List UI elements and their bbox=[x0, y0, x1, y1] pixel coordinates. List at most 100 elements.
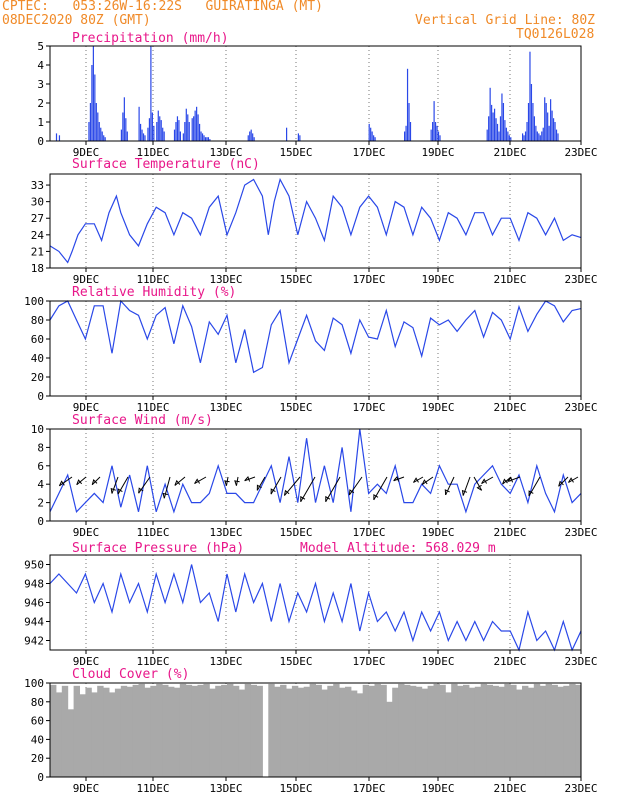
precip-bar bbox=[207, 137, 210, 141]
wind-arrow-head bbox=[256, 484, 262, 491]
precip-bar bbox=[97, 112, 99, 141]
cloud-bar bbox=[539, 685, 547, 777]
x-tick-label: 21DEC bbox=[493, 146, 526, 159]
precip-bar bbox=[529, 51, 531, 142]
x-tick-label: 19DEC bbox=[421, 273, 454, 286]
precip-bar bbox=[175, 122, 177, 141]
cloud-bar bbox=[409, 685, 417, 777]
wind-arrow-head bbox=[224, 480, 230, 486]
cloud-bar bbox=[522, 685, 529, 777]
wind-arrow-head bbox=[138, 487, 144, 494]
precip-bar bbox=[253, 137, 255, 141]
precip-bar bbox=[126, 131, 128, 141]
wind-arrow bbox=[473, 476, 483, 491]
precip-bar bbox=[148, 118, 151, 141]
wind-arrow bbox=[393, 476, 405, 482]
wind-arrow bbox=[348, 476, 363, 496]
wind-arrow bbox=[91, 476, 101, 486]
wind-arrow bbox=[502, 476, 512, 485]
y-tick-label: 0 bbox=[37, 771, 44, 784]
y-tick-label: 20 bbox=[31, 371, 44, 384]
cloud-bar bbox=[480, 683, 488, 777]
wind-arrow-head bbox=[270, 488, 276, 495]
cloud-bar bbox=[91, 692, 98, 777]
y-tick-label: 0 bbox=[37, 390, 44, 403]
cloud-bar bbox=[504, 683, 511, 777]
cloud-bar bbox=[350, 690, 358, 777]
precip-bar bbox=[545, 103, 547, 141]
precip-bar bbox=[92, 46, 94, 141]
wind-arrow bbox=[270, 476, 282, 495]
cloud-bar bbox=[67, 709, 75, 777]
precip-bar bbox=[434, 122, 437, 141]
x-tick-label: 19DEC bbox=[421, 146, 454, 159]
cloud-bar bbox=[575, 684, 582, 777]
cloud-bar bbox=[268, 683, 275, 777]
precip-bar bbox=[95, 103, 97, 141]
wind-arrow-head bbox=[444, 489, 450, 495]
precip-bar bbox=[250, 129, 252, 141]
precip-bar bbox=[157, 110, 159, 141]
wind-arrow bbox=[194, 476, 207, 485]
precip-bar bbox=[162, 127, 164, 141]
y-tick-label: 21 bbox=[31, 245, 44, 258]
precip-bar bbox=[526, 122, 528, 141]
cloud-bar bbox=[333, 683, 340, 777]
cloud-bar bbox=[173, 687, 181, 777]
x-tick-label: 9DEC bbox=[73, 401, 100, 414]
x-tick-label: 17DEC bbox=[352, 146, 385, 159]
cloud-bar bbox=[445, 692, 452, 777]
panel-title: Surface Pressure (hPa) bbox=[72, 541, 244, 556]
cloud-bar bbox=[468, 687, 476, 777]
cloud-bar bbox=[250, 684, 257, 777]
wind-arrow-head bbox=[528, 490, 534, 497]
y-tick-label: 80 bbox=[31, 696, 44, 709]
cloud-bar bbox=[203, 683, 210, 777]
x-tick-label: 19DEC bbox=[421, 401, 454, 414]
panel-precip: Precipitation (mm/h) 0 1 2 3 4 5 9DEC 11DEC 13DEC… bbox=[37, 31, 597, 159]
cloud-bar bbox=[150, 685, 157, 777]
x-tick-label: 15DEC bbox=[279, 782, 312, 795]
precip-bar bbox=[548, 125, 550, 141]
x-tick-label: 13DEC bbox=[209, 526, 242, 539]
cloud-bar bbox=[197, 684, 204, 777]
precip-bar bbox=[408, 103, 410, 141]
precip-bar bbox=[504, 120, 506, 141]
precip-bar bbox=[187, 114, 189, 141]
cloud-bar bbox=[327, 685, 334, 777]
cloud-bar bbox=[114, 688, 122, 777]
panel-annotation: Model Altitude: 568.029 m bbox=[300, 541, 496, 556]
precip-bar bbox=[101, 131, 103, 141]
wind-arrow-head bbox=[461, 489, 468, 496]
x-tick-label: 9DEC bbox=[73, 146, 100, 159]
precip-bar bbox=[197, 114, 199, 141]
cloud-bar bbox=[156, 683, 163, 777]
temp-series-line bbox=[49, 177, 582, 264]
precip-bar bbox=[524, 131, 527, 141]
y-tick-label: 0 bbox=[37, 515, 44, 528]
x-tick-label: 21DEC bbox=[493, 401, 526, 414]
x-tick-label: 11DEC bbox=[136, 146, 169, 159]
wind-arrow-head bbox=[421, 479, 428, 485]
precip-bar bbox=[489, 87, 491, 141]
precip-bar bbox=[194, 110, 196, 141]
cloud-bar bbox=[309, 683, 316, 777]
wind-arrows bbox=[58, 476, 579, 503]
wind-arrow bbox=[507, 476, 521, 482]
header-grid-note: Vertical Grid Line: 80Z bbox=[415, 13, 596, 28]
cloud-bar bbox=[286, 688, 293, 777]
cloud-bar bbox=[238, 689, 246, 777]
precip-bar bbox=[144, 135, 146, 141]
wind-arrow bbox=[528, 476, 541, 497]
y-tick-label: 6 bbox=[37, 460, 44, 473]
cloud-bar bbox=[185, 684, 193, 777]
precip-bar bbox=[100, 127, 102, 141]
precip-bar bbox=[371, 131, 373, 141]
cloud-bar bbox=[179, 683, 187, 777]
precip-bar bbox=[555, 129, 558, 141]
precip-bar bbox=[142, 133, 145, 141]
cloud-bar bbox=[463, 684, 470, 777]
x-tick-label: 9DEC bbox=[73, 655, 100, 668]
precip-bar bbox=[495, 118, 497, 141]
y-tick-label: 60 bbox=[31, 715, 44, 728]
